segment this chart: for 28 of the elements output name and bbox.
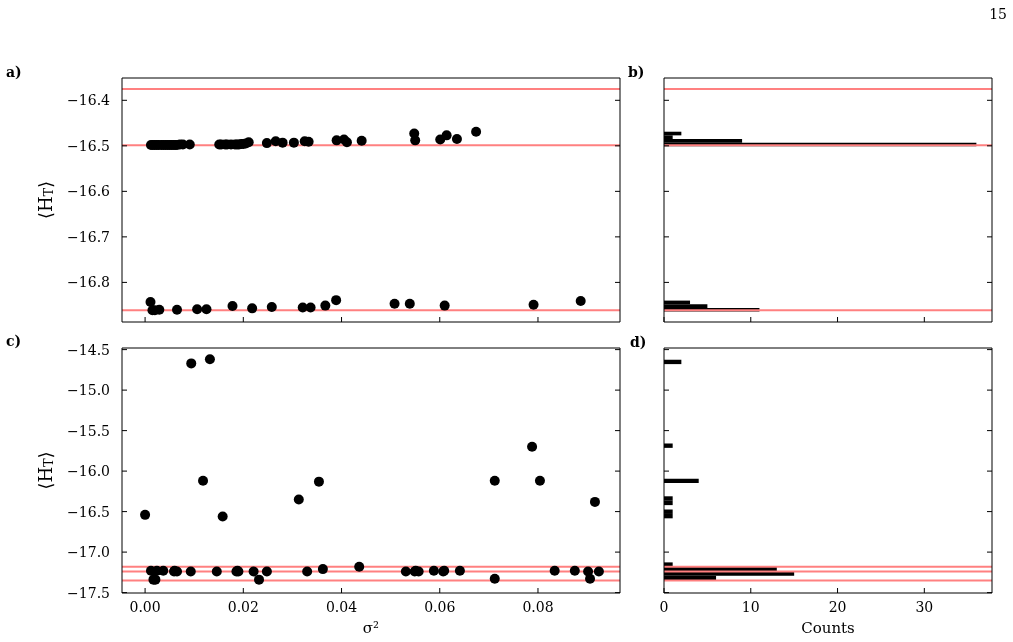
x-tick-label: 0.06 bbox=[424, 599, 456, 615]
y-tick-label: −16.6 bbox=[67, 183, 111, 200]
y-tick-label: −17.5 bbox=[67, 584, 110, 601]
x-tick-label: 10 bbox=[741, 599, 760, 615]
x-tick-label: 20 bbox=[828, 599, 847, 615]
x-axis-title: σ² bbox=[362, 619, 380, 637]
x-tick-label: 30 bbox=[915, 599, 934, 615]
y-tick-label: −16.4 bbox=[67, 92, 111, 109]
x-tick-label: 0.08 bbox=[522, 599, 554, 615]
y-tick-label: −16.5 bbox=[67, 503, 110, 520]
y-tick-label: −14.5 bbox=[67, 341, 110, 358]
y-tick-label: −15.5 bbox=[67, 422, 110, 439]
x-axis-title: Counts bbox=[801, 619, 855, 637]
y-tick-label: −16.8 bbox=[67, 274, 110, 291]
chart-title: c) bbox=[6, 333, 22, 349]
chart-title: a) bbox=[6, 64, 22, 80]
x-tick-label: 0.00 bbox=[129, 599, 161, 615]
chart-title: d) bbox=[630, 334, 647, 350]
y-tick-label: −16.7 bbox=[67, 228, 110, 245]
x-tick-label: 0 bbox=[659, 599, 669, 615]
y-tick-label: −15.0 bbox=[67, 382, 110, 399]
y-tick-label: −16.5 bbox=[67, 137, 110, 154]
chart-title: b) bbox=[628, 64, 645, 80]
x-tick-label: 0.04 bbox=[325, 599, 358, 615]
y-tick-label: −16.0 bbox=[67, 463, 110, 480]
y-tick-label: −17.0 bbox=[67, 544, 110, 561]
text: 15 bbox=[989, 6, 1007, 22]
x-tick-label: 0.02 bbox=[227, 599, 259, 615]
